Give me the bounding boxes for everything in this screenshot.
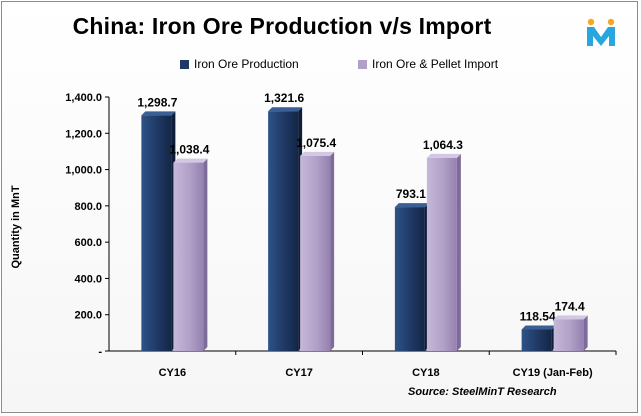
bar-production <box>394 207 425 351</box>
y-tick-label: 400.0 <box>74 273 102 285</box>
data-label: 1,075.4 <box>296 136 336 150</box>
bar-side <box>583 315 588 351</box>
bar-production <box>268 111 299 351</box>
y-tick-label: 600.0 <box>74 237 102 249</box>
bar-top <box>268 107 303 112</box>
bar-top <box>426 153 461 158</box>
bar-production <box>521 329 552 351</box>
legend-item-production: Iron Ore Production <box>180 57 299 71</box>
bar-side <box>203 158 208 351</box>
data-label: 1,064.3 <box>423 138 463 152</box>
y-tick-label: 1,400.0 <box>65 92 102 104</box>
chart-title: China: Iron Ore Production v/s Import <box>72 13 492 39</box>
y-tick-label: 1,000.0 <box>65 165 102 177</box>
bar-side <box>456 153 461 351</box>
data-label: 1,321.6 <box>264 91 304 105</box>
bar-top <box>173 158 208 163</box>
data-label: 174.4 <box>555 299 585 313</box>
legend-item-import: Iron Ore & Pellet Import <box>358 57 498 71</box>
y-tick-label: - <box>98 346 102 358</box>
legend-swatch-import <box>358 59 367 69</box>
y-tick-label: 1,200.0 <box>65 128 102 140</box>
bar-import <box>553 319 584 351</box>
x-tick-label: CY16 <box>159 367 187 379</box>
y-tick-label: 800.0 <box>74 201 102 213</box>
bar-import <box>300 155 331 351</box>
bar-top <box>141 111 176 116</box>
y-tick-label: 200.0 <box>74 310 102 322</box>
bar-top <box>394 203 429 208</box>
bar-top <box>521 325 556 330</box>
bar-production <box>141 115 172 351</box>
bar-top <box>300 151 335 156</box>
data-label: 1,298.7 <box>137 95 177 109</box>
steelmint-logo-icon <box>585 18 617 53</box>
legend-swatch-production <box>180 59 189 69</box>
source-note: Source: SteelMinT Research <box>408 386 557 398</box>
bar-side <box>330 151 335 351</box>
data-label: 1,038.4 <box>169 143 209 157</box>
data-label: 793.1 <box>396 187 426 201</box>
bar-import <box>173 162 204 351</box>
bar-import <box>426 157 457 351</box>
bar-top <box>553 315 588 320</box>
x-tick-label: CY18 <box>412 367 440 379</box>
data-label: 118.54 <box>520 309 556 323</box>
x-tick-label: CY17 <box>285 367 313 379</box>
legend-label-production: Iron Ore Production <box>194 57 299 71</box>
x-tick-label: CY19 (Jan-Feb) <box>513 367 593 379</box>
legend-label-import: Iron Ore & Pellet Import <box>372 57 499 71</box>
